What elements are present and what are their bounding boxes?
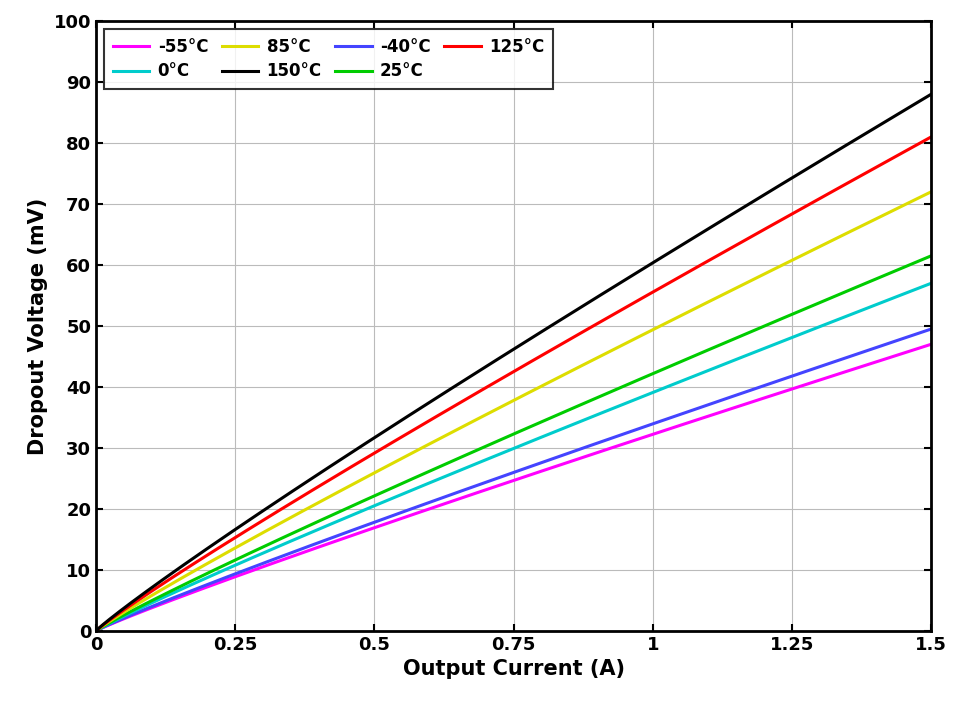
Line: 25°C: 25°C — [96, 256, 931, 631]
0°C — [542, 430, 554, 439]
85°C — [492, 404, 503, 413]
85°C — [925, 188, 937, 196]
0°C — [775, 338, 786, 346]
125°C — [588, 322, 599, 330]
150°C — [487, 358, 498, 367]
0°C — [905, 287, 917, 295]
25°C — [925, 252, 937, 260]
Line: -55°C: -55°C — [96, 344, 931, 631]
-40°C — [542, 456, 554, 465]
125°C — [492, 376, 503, 385]
Y-axis label: Dropout Voltage (mV): Dropout Voltage (mV) — [28, 198, 48, 454]
125°C — [775, 216, 786, 224]
-40°C — [588, 440, 599, 449]
25°C — [588, 395, 599, 404]
25°C — [905, 260, 917, 268]
85°C — [90, 627, 102, 635]
X-axis label: Output Current (A): Output Current (A) — [402, 660, 625, 679]
Line: 85°C: 85°C — [96, 192, 931, 631]
150°C — [492, 355, 503, 363]
125°C — [925, 132, 937, 141]
-55°C — [925, 340, 937, 348]
25°C — [775, 315, 786, 323]
0°C — [487, 453, 498, 461]
-55°C — [775, 388, 786, 397]
Legend: -55°C, 0°C, 85°C, 150°C, -40°C, 25°C, 125°C: -55°C, 0°C, 85°C, 150°C, -40°C, 25°C, 12… — [105, 29, 553, 89]
Line: 0°C: 0°C — [96, 283, 931, 631]
-55°C — [588, 450, 599, 458]
0°C — [588, 412, 599, 421]
0°C — [90, 627, 102, 635]
150°C — [925, 90, 937, 98]
85°C — [905, 198, 917, 206]
150°C — [542, 324, 554, 332]
-40°C — [90, 627, 102, 635]
-55°C — [487, 483, 498, 491]
-40°C — [775, 376, 786, 384]
-40°C — [487, 476, 498, 484]
-55°C — [492, 482, 503, 490]
25°C — [487, 439, 498, 447]
85°C — [588, 355, 599, 364]
-40°C — [925, 325, 937, 333]
-40°C — [905, 332, 917, 340]
125°C — [487, 379, 498, 388]
-55°C — [90, 627, 102, 635]
125°C — [90, 627, 102, 635]
150°C — [588, 295, 599, 304]
Line: 150°C: 150°C — [96, 94, 931, 631]
Line: -40°C: -40°C — [96, 329, 931, 631]
0°C — [925, 279, 937, 287]
25°C — [90, 627, 102, 635]
85°C — [487, 407, 498, 416]
-55°C — [905, 346, 917, 355]
25°C — [492, 437, 503, 445]
0°C — [492, 451, 503, 459]
Line: 125°C: 125°C — [96, 137, 931, 631]
-55°C — [542, 465, 554, 473]
25°C — [542, 415, 554, 423]
85°C — [775, 261, 786, 270]
85°C — [542, 379, 554, 387]
150°C — [90, 627, 102, 635]
-40°C — [492, 474, 503, 482]
125°C — [542, 348, 554, 356]
125°C — [905, 144, 917, 152]
150°C — [775, 181, 786, 189]
150°C — [905, 102, 917, 111]
